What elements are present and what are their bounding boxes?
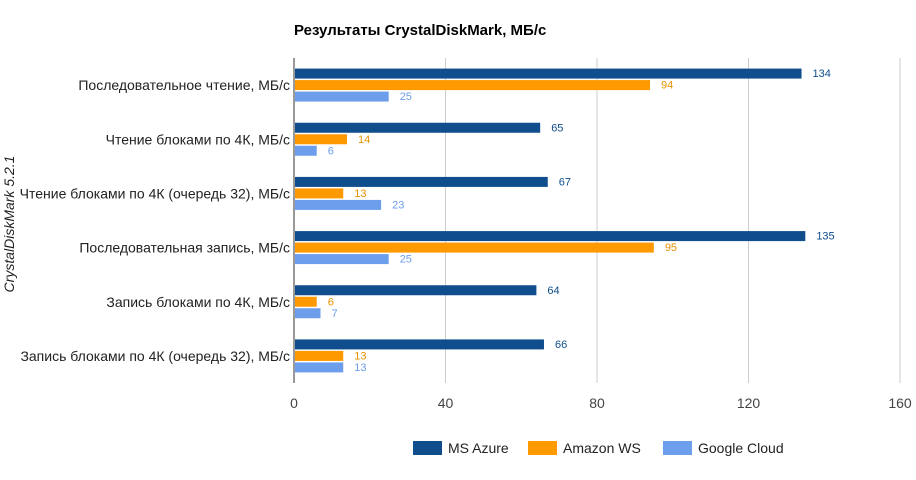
data-label: 134 [813,68,831,80]
bar [295,242,654,253]
bar [295,339,544,350]
data-label: 13 [354,188,366,200]
legend-swatch [663,441,692,455]
bar [295,285,537,296]
x-tick-label: 0 [290,395,298,411]
chart-title: Результаты CrystalDiskMark, МБ/с [294,22,546,39]
category-label: Запись блоками по 4К, МБ/с [106,294,290,310]
bar [295,254,389,265]
data-label: 25 [400,91,412,103]
bars [295,68,806,373]
bar [295,296,317,307]
gridlines [445,58,901,383]
bar [295,122,541,133]
bar [295,231,806,242]
legend-label: Amazon WS [563,440,641,456]
data-label: 65 [551,122,563,134]
data-label: 135 [816,231,834,243]
bar [295,91,389,102]
x-tick-label: 160 [888,395,912,411]
bar [295,134,348,145]
bar [295,362,344,373]
data-label: 23 [392,199,404,211]
data-label: 6 [328,296,334,308]
data-label: 13 [354,362,366,374]
bar [295,188,344,199]
bar [295,176,548,187]
data-label: 6 [328,145,334,157]
data-label: 14 [358,134,370,146]
legend-label: MS Azure [448,440,509,456]
x-tick-label: 40 [438,395,454,411]
data-label: 25 [400,254,412,266]
data-label: 67 [559,176,571,188]
bar [295,145,317,156]
x-tick-label: 80 [589,395,605,411]
legend-label: Google Cloud [698,440,784,456]
data-label: 95 [665,242,677,254]
category-label: Чтение блоками по 4К (очередь 32), МБ/с [20,185,290,201]
legend-swatch [413,441,442,455]
bar [295,68,802,79]
bar [295,199,382,210]
category-labels: Последовательное чтение, МБ/с Чтение блок… [20,77,290,364]
bar [295,350,344,361]
bar [295,80,651,91]
data-label: 64 [547,285,559,297]
data-label: 13 [354,350,366,362]
category-label: Последовательное чтение, МБ/с [78,77,290,93]
y-axis-label: CrystalDiskMark 5.2.1 [1,156,17,293]
category-label: Чтение блоками по 4К, МБ/с [106,131,290,147]
data-label: 94 [661,80,673,92]
x-tick-label: 120 [737,395,761,411]
legend: MS Azure Amazon WS Google Cloud [413,440,784,456]
data-label: 66 [555,339,567,351]
category-label: Последовательная запись, МБ/с [79,240,290,256]
bar [295,308,321,319]
category-label: Запись блоками по 4К (очередь 32), МБ/с [20,348,290,364]
data-label: 7 [332,308,338,320]
legend-swatch [528,441,557,455]
x-axis-ticks: 0 40 80 120 160 [290,395,912,411]
